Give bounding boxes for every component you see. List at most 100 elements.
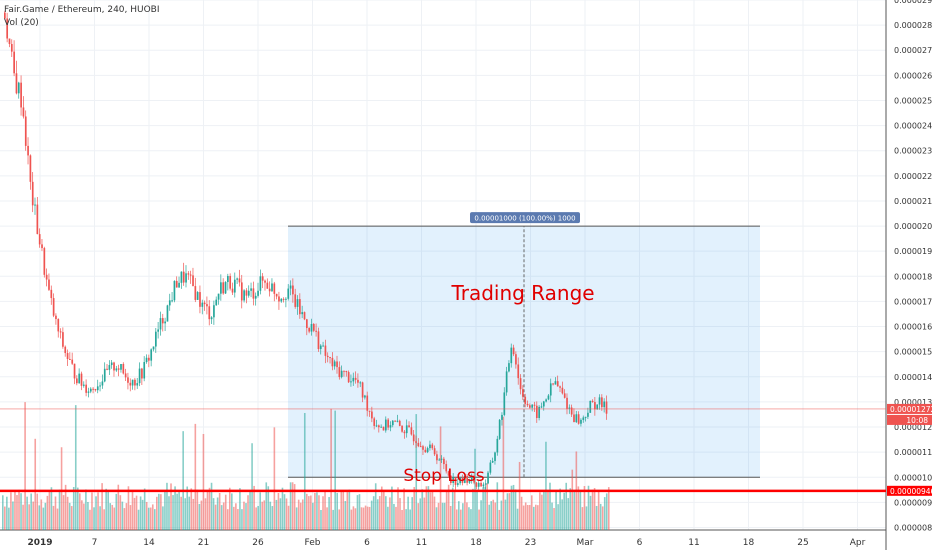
- candle-body: [470, 475, 473, 481]
- x-tick-label: Mar: [577, 538, 594, 548]
- candle-body: [426, 448, 429, 453]
- candle-body: [38, 234, 41, 245]
- candle-body: [76, 378, 78, 384]
- volume-bar: [241, 509, 243, 530]
- volume-bar: [2, 495, 4, 530]
- volume-bar: [593, 488, 596, 530]
- candle-body: [491, 460, 494, 463]
- candle-body: [236, 278, 239, 280]
- candle-body: [361, 382, 364, 398]
- volume-bar: [506, 493, 509, 530]
- volume-bar: [74, 405, 77, 530]
- candle-body: [99, 385, 101, 387]
- candle-body: [259, 276, 262, 291]
- measure-label: 0.00001000 (100.00%) 1000: [474, 215, 575, 223]
- x-tick-label: 6: [637, 538, 643, 548]
- candle-body: [354, 377, 357, 380]
- candle-body: [148, 357, 150, 361]
- volume-bar: [336, 492, 338, 530]
- candle-body: [185, 273, 187, 283]
- y-tick-label: 0.00001700: [894, 297, 932, 306]
- candle-body: [489, 462, 492, 473]
- volume-bar: [119, 495, 122, 530]
- candle-body: [192, 275, 194, 287]
- candle-body: [582, 417, 585, 420]
- volume-bar: [427, 486, 430, 530]
- candle-body: [271, 283, 273, 292]
- volume-bar: [301, 499, 304, 530]
- volume-bar: [535, 504, 537, 530]
- candle-body: [308, 328, 311, 332]
- x-tick-label: 18: [743, 538, 755, 548]
- candle-body: [522, 389, 524, 397]
- candle-body: [326, 355, 329, 358]
- volume-bar: [545, 441, 547, 530]
- candle-body: [496, 438, 499, 453]
- volume-bar: [559, 488, 561, 530]
- candle-body: [598, 397, 601, 405]
- candle-body: [201, 302, 204, 307]
- candle-body: [257, 290, 259, 296]
- candle-body: [155, 331, 157, 347]
- volume-bar: [328, 497, 330, 530]
- candle-body: [345, 371, 348, 373]
- volume-bar: [472, 488, 474, 530]
- candle-body: [250, 288, 252, 291]
- candle-body: [438, 459, 441, 461]
- volume-bar: [360, 507, 363, 530]
- candle-body: [171, 300, 173, 302]
- x-tick-label: 7: [92, 538, 98, 548]
- volume-bar: [395, 506, 397, 530]
- y-tick-label: 0.00000900: [894, 498, 932, 507]
- volume-bar: [350, 509, 353, 530]
- candle-body: [445, 464, 448, 472]
- candle-body: [194, 286, 197, 300]
- volume-bar: [172, 495, 174, 530]
- candle-body: [570, 407, 573, 415]
- candle-body: [141, 368, 143, 379]
- volume-bar: [255, 507, 257, 530]
- candle-body: [175, 280, 178, 288]
- candle-body: [13, 51, 15, 74]
- volume-bar: [530, 495, 533, 530]
- volume-bar: [389, 497, 391, 530]
- volume-bar: [433, 496, 436, 530]
- candle-body: [285, 298, 287, 300]
- volume-bar: [492, 499, 495, 530]
- y-tick-label: 0.00001200: [894, 423, 932, 432]
- volume-bar: [93, 507, 95, 530]
- candle-body: [526, 403, 529, 406]
- candle-body: [152, 346, 155, 350]
- candle-body: [466, 475, 468, 483]
- volume-bar: [233, 506, 235, 530]
- candle-body: [94, 389, 97, 391]
- volume-bar: [91, 492, 93, 530]
- volume-bar: [500, 500, 503, 530]
- y-tick-label: 0.00002200: [894, 172, 932, 181]
- volume-bar: [370, 500, 373, 530]
- candle-body: [591, 400, 594, 403]
- volume-bar: [16, 495, 18, 530]
- candle-body: [545, 399, 547, 402]
- volume-bar: [585, 506, 588, 530]
- volume-bar: [224, 494, 227, 530]
- candle-body: [55, 315, 57, 320]
- volume-bar: [453, 490, 456, 530]
- candle-body: [215, 299, 218, 306]
- candle-body: [48, 279, 50, 290]
- volume-bar: [293, 484, 296, 530]
- volume-bar: [330, 408, 332, 530]
- volume-bar: [603, 497, 606, 530]
- candle-body: [178, 282, 180, 288]
- candle-body: [106, 368, 108, 370]
- volume-bar: [26, 496, 28, 530]
- volume-bar: [417, 503, 420, 530]
- candle-body: [22, 107, 25, 117]
- candle-body: [573, 414, 575, 423]
- candle-body: [69, 358, 71, 360]
- candle-body: [452, 477, 455, 484]
- volume-bar: [551, 502, 553, 530]
- volume-bar: [510, 485, 513, 530]
